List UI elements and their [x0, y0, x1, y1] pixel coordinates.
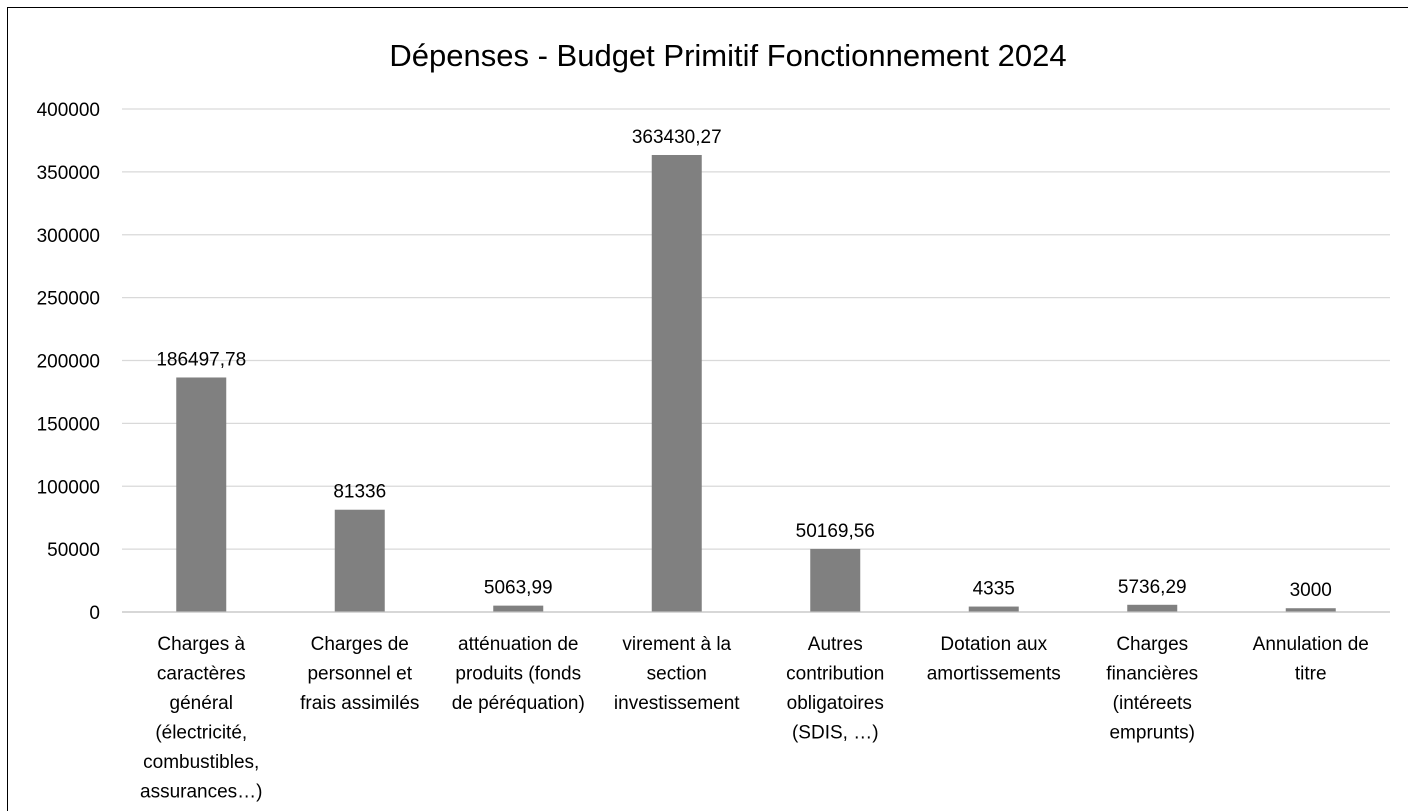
- gridlines: [122, 108, 1390, 550]
- x-tick-label: atténuation de produits (fonds de péréquat…: [452, 634, 585, 714]
- y-tick-label: 200000: [37, 352, 100, 373]
- y-axis-ticks: 0 50000 100000 150000 200000 250000 300000 3500…: [37, 100, 100, 624]
- x-tick-label: Charges financières (intéreets emprunts): [1106, 634, 1198, 744]
- bar: [493, 605, 544, 612]
- x-tick-label: Charges à caractères général (électricité, c…: [140, 634, 263, 803]
- chart-frame: Dépenses - Budget Primitif Fonctionnemen…: [7, 7, 1408, 811]
- y-tick-label: 250000: [37, 289, 100, 310]
- bar: [176, 377, 227, 612]
- bar: [651, 154, 702, 612]
- y-tick-label: 300000: [37, 226, 100, 247]
- y-tick-label: 150000: [37, 414, 100, 435]
- y-tick-label: 400000: [37, 100, 100, 121]
- y-tick-label: 350000: [37, 163, 100, 184]
- data-label: 186497,78: [156, 349, 246, 370]
- bar: [968, 606, 1019, 612]
- data-label: 4335: [973, 579, 1015, 600]
- x-tick-label: Annulation de titre: [1253, 634, 1369, 685]
- x-tick-label: Charges de personnel et frais assimilés: [300, 634, 419, 714]
- bar: [810, 548, 861, 612]
- y-tick-label: 50000: [47, 540, 100, 561]
- bars: [176, 154, 1336, 612]
- category-labels: Charges à caractères général (électricité, c…: [140, 634, 1369, 803]
- x-tick-label: virement à la section investissement: [614, 634, 740, 714]
- data-labels: 186497,78 81336 5063,99 363430,27 50169,56 43…: [156, 127, 1332, 601]
- data-label: 5063,99: [484, 578, 553, 599]
- x-tick-label: Dotation aux amortissements: [927, 634, 1061, 685]
- bar: [334, 509, 385, 612]
- y-tick-label: 0: [89, 603, 100, 624]
- bar-chart: Dépenses - Budget Primitif Fonctionnemen…: [37, 38, 1390, 803]
- data-label: 5736,29: [1118, 577, 1187, 598]
- data-label: 50169,56: [796, 521, 875, 542]
- data-label: 363430,27: [632, 127, 722, 148]
- data-label: 3000: [1290, 580, 1332, 601]
- bar: [1285, 608, 1336, 612]
- data-label: 81336: [333, 482, 386, 503]
- x-tick-label: Autres contribution obligatoires (SDIS, …): [786, 634, 884, 744]
- y-tick-label: 100000: [37, 477, 100, 498]
- bar: [1127, 604, 1178, 612]
- chart-title: Dépenses - Budget Primitif Fonctionnemen…: [389, 38, 1066, 73]
